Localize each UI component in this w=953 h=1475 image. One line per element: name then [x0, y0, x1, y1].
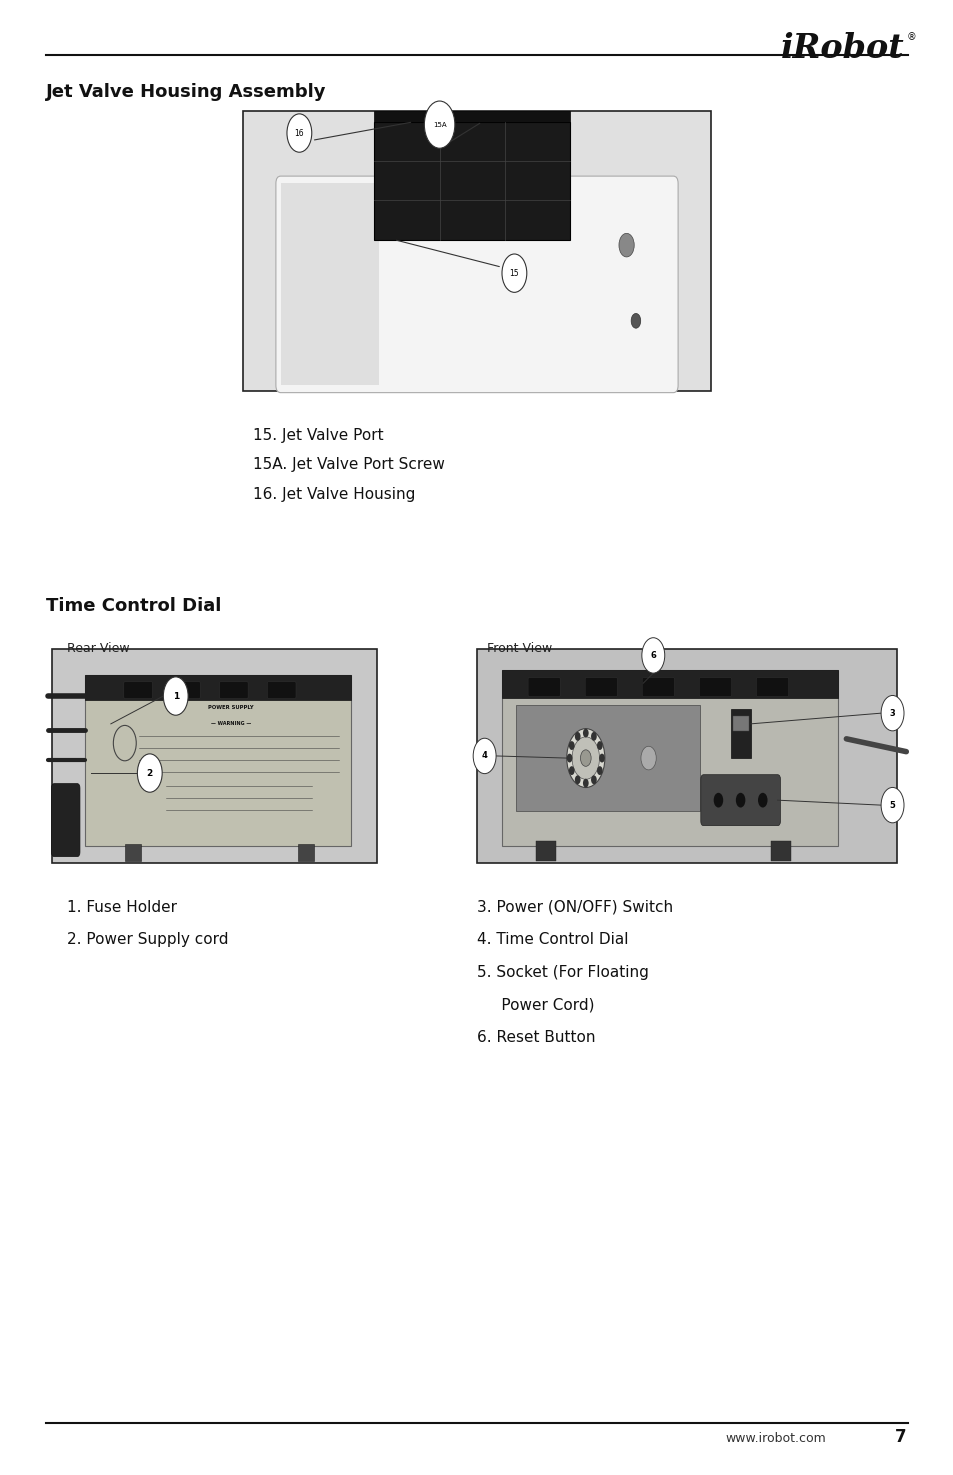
FancyBboxPatch shape: [584, 677, 617, 696]
Circle shape: [640, 746, 656, 770]
FancyBboxPatch shape: [280, 183, 378, 385]
Text: Rear View: Rear View: [67, 642, 130, 655]
Circle shape: [424, 100, 455, 148]
Text: 15A: 15A: [433, 121, 446, 128]
Text: 16: 16: [294, 128, 304, 137]
Text: 1. Fuse Holder: 1. Fuse Holder: [67, 900, 176, 914]
Text: 1: 1: [172, 692, 178, 701]
Text: Power Cord): Power Cord): [476, 997, 594, 1012]
Bar: [732, 717, 748, 732]
Circle shape: [568, 740, 574, 749]
FancyBboxPatch shape: [476, 649, 896, 863]
Circle shape: [566, 729, 604, 788]
Bar: [374, 122, 570, 239]
Text: Front View: Front View: [486, 642, 551, 655]
Text: iRobot: iRobot: [780, 31, 903, 65]
Text: 15. Jet Valve Port: 15. Jet Valve Port: [253, 428, 383, 442]
FancyBboxPatch shape: [219, 681, 248, 698]
Text: Time Control Dial: Time Control Dial: [46, 597, 221, 615]
Bar: [374, 111, 570, 122]
Bar: [515, 705, 700, 811]
Circle shape: [881, 788, 903, 823]
FancyBboxPatch shape: [528, 677, 559, 696]
Circle shape: [713, 792, 722, 807]
Circle shape: [598, 754, 604, 763]
Text: 6. Reset Button: 6. Reset Button: [476, 1030, 595, 1044]
Text: 4. Time Control Dial: 4. Time Control Dial: [476, 932, 628, 947]
Text: POWER SUPPLY: POWER SUPPLY: [208, 705, 253, 711]
Text: 16. Jet Valve Housing: 16. Jet Valve Housing: [253, 487, 415, 502]
Circle shape: [735, 792, 744, 807]
Text: 5: 5: [889, 801, 895, 810]
Circle shape: [568, 766, 574, 774]
Text: Jet Valve Housing Assembly: Jet Valve Housing Assembly: [46, 83, 326, 102]
Text: 2. Power Supply cord: 2. Power Supply cord: [67, 932, 228, 947]
Circle shape: [501, 254, 526, 292]
FancyBboxPatch shape: [699, 677, 731, 696]
Circle shape: [597, 740, 602, 749]
Text: 6: 6: [650, 650, 656, 659]
Bar: [501, 670, 837, 699]
Text: — WARNING —: — WARNING —: [211, 721, 251, 726]
Circle shape: [287, 114, 312, 152]
Bar: [85, 674, 351, 701]
Circle shape: [566, 754, 572, 763]
FancyBboxPatch shape: [243, 111, 710, 391]
Circle shape: [579, 749, 591, 767]
Text: ®: ®: [905, 31, 915, 41]
Text: 2: 2: [147, 768, 152, 777]
Circle shape: [572, 738, 598, 779]
FancyBboxPatch shape: [124, 681, 152, 698]
Text: 7: 7: [894, 1428, 905, 1446]
Text: 5. Socket (For Floating: 5. Socket (For Floating: [476, 965, 648, 979]
Circle shape: [641, 637, 664, 673]
FancyBboxPatch shape: [641, 677, 674, 696]
Circle shape: [618, 233, 634, 257]
FancyBboxPatch shape: [52, 649, 376, 863]
Circle shape: [582, 779, 588, 788]
Circle shape: [591, 776, 597, 785]
FancyBboxPatch shape: [267, 681, 295, 698]
FancyBboxPatch shape: [756, 677, 788, 696]
Circle shape: [575, 776, 580, 785]
FancyBboxPatch shape: [172, 681, 200, 698]
Circle shape: [591, 732, 597, 740]
Circle shape: [137, 754, 162, 792]
FancyBboxPatch shape: [275, 176, 678, 392]
Circle shape: [597, 766, 602, 774]
Bar: [730, 709, 750, 758]
Text: 3. Power (ON/OFF) Switch: 3. Power (ON/OFF) Switch: [476, 900, 673, 914]
Text: 15: 15: [509, 268, 518, 277]
Circle shape: [758, 792, 767, 807]
Bar: [297, 844, 314, 861]
Text: www.irobot.com: www.irobot.com: [724, 1432, 825, 1446]
Circle shape: [631, 313, 640, 327]
Bar: [85, 674, 351, 845]
Bar: [770, 841, 790, 861]
Bar: [536, 841, 556, 861]
Circle shape: [582, 729, 588, 738]
Circle shape: [163, 677, 188, 715]
Bar: [501, 670, 837, 845]
Bar: [125, 844, 141, 861]
Text: 15A. Jet Valve Port Screw: 15A. Jet Valve Port Screw: [253, 457, 444, 472]
Circle shape: [575, 732, 580, 740]
FancyBboxPatch shape: [700, 774, 780, 826]
Text: 4: 4: [481, 751, 487, 761]
FancyBboxPatch shape: [51, 783, 80, 857]
Circle shape: [473, 738, 496, 773]
Text: 3: 3: [889, 708, 895, 718]
Circle shape: [881, 695, 903, 732]
